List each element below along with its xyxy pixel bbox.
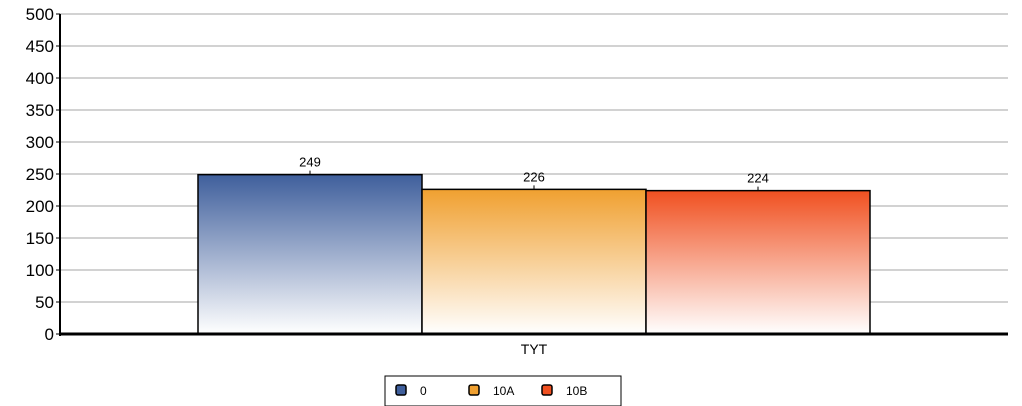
data-label: 226 [523,169,545,184]
bar-0 [197,173,423,335]
y-tick-label: 50 [35,293,54,312]
legend-swatch [541,384,553,396]
legend-swatch [468,384,480,396]
y-tick-label: 300 [26,133,54,152]
y-tick-label: 200 [26,197,54,216]
legend-label: 0 [420,384,427,398]
axes [59,14,1008,336]
y-axis-ticks: 0 50 100 150 200 250 300 350 400 450 500 [26,5,60,344]
bars: 249 226 224 [197,155,871,335]
y-tick-label: 500 [26,5,54,24]
legend-swatch [395,384,407,396]
y-tick-label: 450 [26,37,54,56]
bar-10B [645,189,871,335]
y-tick-label: 400 [26,69,54,88]
y-tick-label: 350 [26,101,54,120]
legend-box [384,375,622,406]
legend: 0 10A 10B [384,375,622,406]
y-tick-label: 0 [45,325,54,344]
legend-label: 10A [493,384,514,398]
y-tick-label: 250 [26,165,54,184]
data-label: 224 [747,171,769,186]
data-label: 249 [299,155,321,170]
bar-10A [421,188,647,335]
x-tick-label: TYT [521,341,548,357]
x-axis-labels: TYT [521,341,548,357]
legend-label: 10B [566,384,587,398]
y-tick-label: 150 [26,229,54,248]
y-tick-label: 100 [26,261,54,280]
